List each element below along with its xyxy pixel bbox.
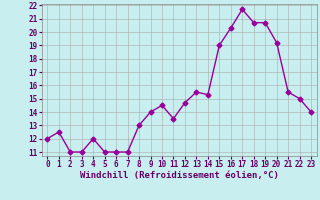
- X-axis label: Windchill (Refroidissement éolien,°C): Windchill (Refroidissement éolien,°C): [80, 171, 279, 180]
